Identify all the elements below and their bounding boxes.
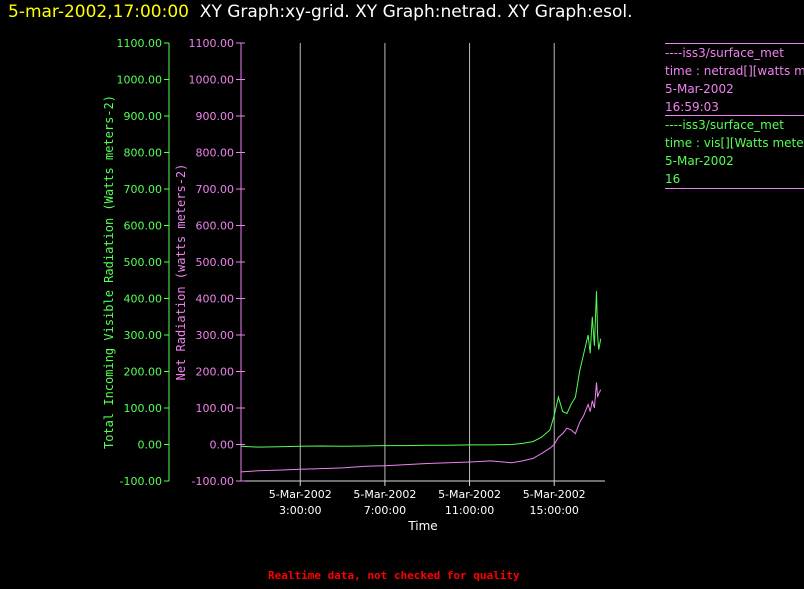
- graph-title: 5-mar-2002,17:00:00 XY Graph:xy-grid. XY…: [8, 2, 633, 22]
- legend-vis-date: 5-Mar-2002: [665, 154, 734, 168]
- y-tick-label-0-12: 1100.00: [117, 37, 163, 50]
- legend-netrad-time: 16:59:03: [665, 100, 719, 114]
- legend-vis-time: 16: [665, 172, 681, 186]
- legend-vis-name: ----iss3/surface_met: [665, 118, 784, 132]
- y-tick-label-1-7: 600.00: [196, 220, 235, 233]
- y-tick-label-0-6: 500.00: [124, 256, 163, 269]
- legend-netrad-date: 5-Mar-2002: [665, 82, 734, 96]
- y-tick-label-1-2: 100.00: [196, 402, 235, 415]
- y-tick-label-0-3: 200.00: [124, 366, 163, 379]
- y-tick-label-1-5: 400.00: [196, 293, 235, 306]
- title-timestamp: 5-mar-2002,17:00:00: [8, 2, 189, 22]
- x-tick-label-time-2: 11:00:00: [445, 504, 494, 517]
- legend-vis-variable: time : vis[][Watts meters-2]: [665, 136, 804, 150]
- y-tick-label-0-4: 300.00: [124, 329, 163, 342]
- y-tick-label-1-10: 900.00: [196, 110, 235, 123]
- y-tick-label-1-11: 1000.00: [189, 74, 235, 87]
- x-tick-label-time-1: 7:00:00: [364, 504, 406, 517]
- y-tick-label-1-0: -100.00: [192, 475, 234, 488]
- x-axis-label: Time: [407, 519, 437, 533]
- y-tick-label-1-3: 200.00: [196, 366, 235, 379]
- x-tick-label-date-2: 5-Mar-2002: [438, 488, 501, 501]
- y-tick-label-0-8: 700.00: [124, 183, 163, 196]
- y-tick-label-1-4: 300.00: [196, 329, 235, 342]
- y-tick-label-0-10: 900.00: [124, 110, 163, 123]
- x-tick-label-date-3: 5-Mar-2002: [523, 488, 586, 501]
- y-axis-label-0: Total Incoming Visible Radiation (Watts …: [102, 95, 116, 449]
- legend-netrad-name: ----iss3/surface_met: [665, 46, 784, 60]
- y-tick-label-0-9: 800.00: [124, 147, 163, 160]
- x-tick-label-time-3: 15:00:00: [530, 504, 579, 517]
- x-tick-label-date-1: 5-Mar-2002: [353, 488, 416, 501]
- y-tick-label-0-11: 1000.00: [117, 74, 163, 87]
- y-tick-label-0-7: 600.00: [124, 220, 163, 233]
- y-tick-label-1-12: 1100.00: [189, 37, 235, 50]
- series-line-vis: [240, 291, 602, 448]
- legend-vis: ----iss3/surface_met time : vis[][Watts …: [665, 115, 804, 189]
- y-tick-label-1-6: 500.00: [196, 256, 235, 269]
- quality-notice: Realtime data, not checked for quality: [268, 569, 520, 582]
- title-graphs: XY Graph:xy-grid. XY Graph:netrad. XY Gr…: [199, 2, 633, 22]
- y-tick-label-0-2: 100.00: [124, 402, 163, 415]
- y-tick-label-0-1: 0.00: [138, 439, 163, 452]
- y-tick-label-1-9: 800.00: [196, 147, 235, 160]
- y-tick-label-1-8: 700.00: [196, 183, 235, 196]
- y-tick-label-0-5: 400.00: [124, 293, 163, 306]
- series-line-netrad: [240, 382, 602, 473]
- y-axis-label-1: Net Radiation (watts meters-2): [174, 164, 188, 381]
- y-tick-label-1-1: 0.00: [210, 439, 235, 452]
- y-tick-label-0-0: -100.00: [120, 475, 162, 488]
- x-tick-label-time-0: 3:00:00: [279, 504, 321, 517]
- x-tick-label-date-0: 5-Mar-2002: [269, 488, 332, 501]
- legend-netrad: ----iss3/surface_met time : netrad[][wat…: [665, 43, 804, 116]
- legend-netrad-variable: time : netrad[][watts meters-2]: [665, 64, 804, 78]
